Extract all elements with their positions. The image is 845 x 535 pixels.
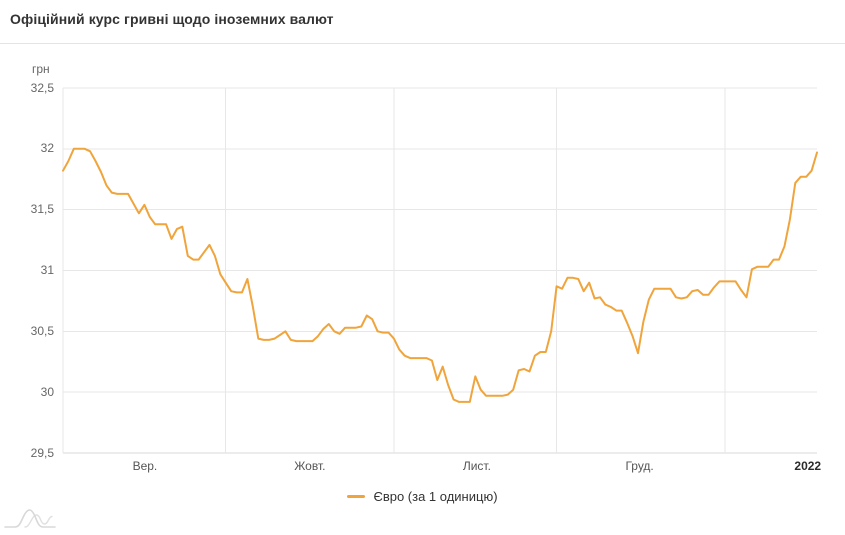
y-tick-label: 30 [40, 384, 54, 399]
x-axis-label: Лист. [462, 459, 491, 473]
y-tick-label: 30,5 [30, 323, 54, 338]
legend: Євро (за 1 одиницю) [0, 489, 845, 504]
x-axis-label: Жовт. [294, 459, 326, 473]
page-title: Офіційний курс гривні щодо іноземних вал… [10, 11, 334, 27]
line-marker-icon [347, 495, 366, 498]
y-tick-label: 32,5 [30, 80, 54, 95]
x-axis-label: Вер. [132, 459, 158, 473]
legend-label: Євро (за 1 одиницю) [373, 489, 498, 504]
euro-rate-line[interactable] [62, 147, 818, 403]
y-tick-label: 31 [40, 263, 54, 277]
y-tick-label: 29,5 [30, 445, 54, 460]
x-axis-label: 2022 [794, 459, 822, 473]
y-tick-label: 32 [40, 141, 54, 156]
header-divider [0, 43, 845, 44]
legend-item-euro[interactable]: Євро (за 1 одиницю) [347, 489, 498, 504]
y-tick-label: 31,5 [30, 202, 54, 217]
area-chart-watermark-icon[interactable] [4, 503, 56, 533]
y-axis-unit-label: грн [32, 62, 50, 76]
plot-area[interactable] [62, 87, 818, 454]
x-axis-label: Груд. [625, 459, 654, 473]
